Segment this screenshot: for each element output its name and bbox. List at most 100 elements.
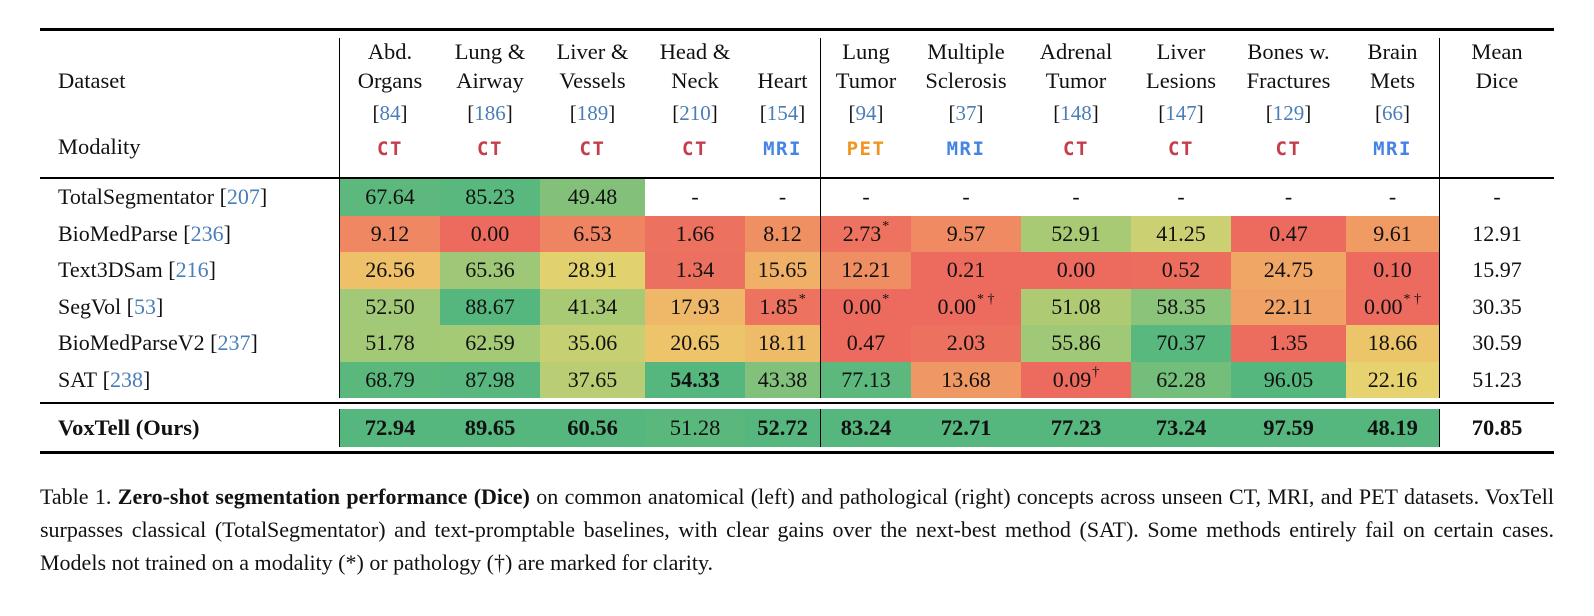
dice-cell: 9.57 <box>911 215 1021 252</box>
mean-dice-cell: 51.23 <box>1472 366 1522 392</box>
dice-cell: 0.47 <box>1231 215 1346 252</box>
table-row: BioMedParseV2 [237] 51.78 62.59 35.06 20.65 1… <box>40 325 1554 362</box>
col-header-lung-airway: Lung & Airway [186] CT <box>440 38 540 177</box>
table-bottom-rule <box>40 451 1554 454</box>
col-name-line2: Mets <box>1370 68 1415 93</box>
dice-cell: 89.65 <box>440 409 540 447</box>
dice-cell: 0.00 <box>1021 252 1131 289</box>
table-row: SegVol [53] 52.50 88.67 41.34 17.93 1.85 * 0.00… <box>40 288 1554 325</box>
results-table: Dataset Modality Abd. Organs [84] CT Lung & Air… <box>40 28 1554 454</box>
caption-body: on common anatomical (left) and patholog… <box>40 484 1554 575</box>
modality-mri-label: MRI <box>763 138 802 160</box>
col-name-line2: Heart <box>757 68 808 93</box>
col-header-multiple-sclerosis: Multiple Sclerosis [37] MRI <box>911 38 1021 177</box>
table-row: SAT [238] 68.79 87.98 37.65 54.33 43.38 77.13 1… <box>40 361 1554 398</box>
dice-cell: 22.11 <box>1231 288 1346 325</box>
citation-ref[interactable]: [148] <box>1053 101 1099 125</box>
citation-ref[interactable]: [147] <box>1158 101 1204 125</box>
col-header-abd-organs: Abd. Organs [84] CT <box>340 38 440 177</box>
dice-cell: 62.59 <box>440 325 540 362</box>
col-name-line1: Liver & <box>556 39 629 64</box>
modality-ct-label: CT <box>1168 138 1194 160</box>
col-name-line1: Brain <box>1367 39 1418 64</box>
col-name-line2: Airway <box>456 68 524 93</box>
dataset-header-label: Dataset <box>58 68 126 93</box>
dice-cell: 77.23 <box>1021 409 1131 447</box>
citation-number: 66 <box>1382 101 1403 125</box>
dice-cell: 67.64 <box>340 179 440 216</box>
spacer <box>40 38 339 66</box>
table-top-rule <box>40 28 1554 31</box>
dice-cell: 97.59 <box>1231 409 1346 447</box>
modality-mri-label: MRI <box>946 138 986 160</box>
dice-cell: 2.73 * <box>821 215 911 252</box>
dice-cell: 41.34 <box>540 288 645 325</box>
dice-cell: 51.78 <box>340 325 440 362</box>
dice-cell: 96.05 <box>1231 361 1346 398</box>
col-name-line2: Dice <box>1475 68 1519 93</box>
mean-dice-cell: 15.97 <box>1472 257 1522 283</box>
dice-cell: 26.56 <box>340 252 440 289</box>
modality-ct-label: CT <box>579 138 606 160</box>
dice-cell: 49.48 <box>540 179 645 216</box>
dice-cell: 0.52 <box>1131 252 1231 289</box>
method-label: BioMedParseV2 [237] <box>40 325 340 362</box>
method-label: Text3DSam [216] <box>40 252 340 289</box>
citation-ref[interactable]: [189] <box>569 101 616 125</box>
method-label: SAT [238] <box>40 361 340 398</box>
dice-cell: 87.98 <box>440 361 540 398</box>
dice-cell: 24.75 <box>1231 252 1346 289</box>
dice-cell: 60.56 <box>540 409 645 447</box>
dice-cell: 41.25 <box>1131 215 1231 252</box>
col-header-brain-mets: Brain Mets [66] MRI <box>1346 38 1440 177</box>
citation-ref[interactable]: [94] <box>848 101 884 125</box>
mid-rule <box>40 402 1554 404</box>
citation-number: 84 <box>379 101 401 125</box>
dice-cell: 1.35 <box>1231 325 1346 362</box>
citation-number: 210 <box>679 101 711 125</box>
dice-cell: 20.65 <box>645 325 745 362</box>
dice-cell: 62.28 <box>1131 361 1231 398</box>
citation-number: 154 <box>766 101 799 125</box>
citation-number: 238 <box>109 366 143 392</box>
dice-cell: 1.85 * <box>745 288 821 325</box>
dice-cell: 18.66 <box>1346 325 1440 362</box>
citation-ref[interactable]: [84] <box>372 101 408 125</box>
col-header-head-neck: Head & Neck [210] CT <box>645 38 745 177</box>
dice-cell: 0.47 <box>821 325 911 362</box>
dice-cell: 0.00 * † <box>911 288 1021 325</box>
citation-ref[interactable]: [186] <box>467 101 513 125</box>
citation-ref[interactable]: [210] <box>672 101 718 125</box>
dice-cell: 85.23 <box>440 179 540 216</box>
dice-cell: 72.94 <box>340 409 440 447</box>
dataset-modality-corner: Dataset Modality <box>40 38 340 177</box>
col-name-line1: Mean <box>1471 39 1523 64</box>
mean-dice-cell: 30.35 <box>1472 293 1522 319</box>
dice-cell: 1.66 <box>645 215 745 252</box>
dice-cell: 22.16 <box>1346 361 1440 398</box>
dice-cell: 13.68 <box>911 361 1021 398</box>
dice-cell: 9.61 <box>1346 215 1440 252</box>
col-name-line2: Fractures <box>1246 68 1331 93</box>
modality-ct-label: CT <box>1063 138 1089 160</box>
citation-number: 53 <box>134 293 156 319</box>
col-name-line1: Bones w. <box>1247 39 1330 64</box>
col-header-bones-fractures: Bones w. Fractures [129] CT <box>1231 38 1346 177</box>
citation-ref[interactable]: [129] <box>1265 101 1312 125</box>
dice-cell: - <box>1131 179 1231 216</box>
dice-cell: 12.21 <box>821 252 911 289</box>
citation-ref[interactable]: [154] <box>759 101 806 125</box>
dice-cell: 54.33 <box>645 361 745 398</box>
citation-ref[interactable]: [37] <box>948 101 984 125</box>
dice-cell: 37.65 <box>540 361 645 398</box>
citation-ref[interactable]: [66] <box>1375 101 1410 125</box>
spacer <box>40 95 339 132</box>
dice-cell: 0.00 <box>440 215 540 252</box>
method-label: TotalSegmentator [207] <box>40 179 340 216</box>
dice-cell: 83.24 <box>821 409 911 447</box>
dice-cell: 35.06 <box>540 325 645 362</box>
dice-cell: - <box>745 179 821 216</box>
dice-cell: 2.03 <box>911 325 1021 362</box>
modality-ct-label: CT <box>477 138 503 160</box>
dice-cell: 18.11 <box>745 325 821 362</box>
